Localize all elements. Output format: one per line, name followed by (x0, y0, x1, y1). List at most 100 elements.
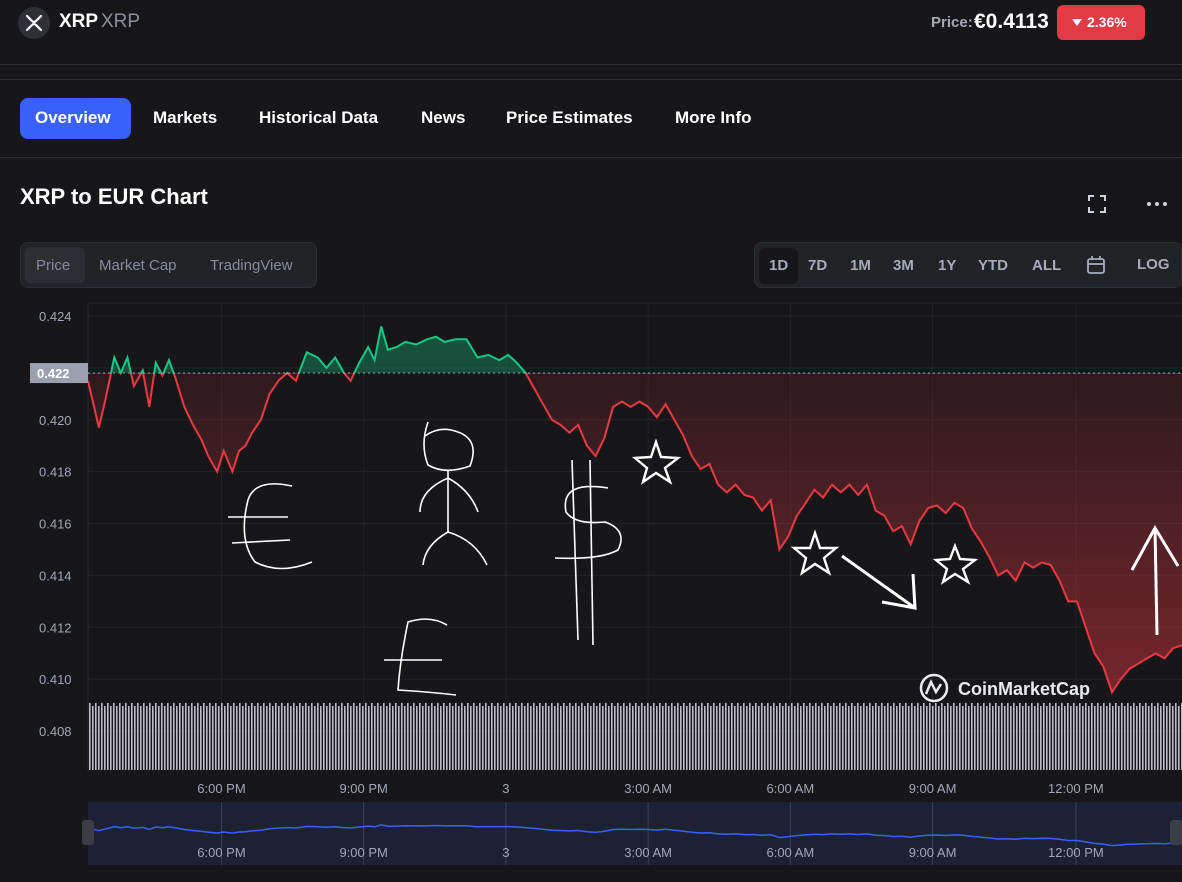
volume-bar (305, 703, 307, 770)
range-log[interactable]: LOG (1137, 256, 1170, 273)
tab-markets[interactable]: Markets (153, 108, 218, 127)
volume-bar (764, 706, 766, 770)
volume-bar (491, 703, 493, 770)
volume-bar (122, 706, 124, 770)
volume-bar (719, 703, 721, 770)
volume-bar (1031, 703, 1033, 770)
divider (0, 64, 1182, 65)
range-1d[interactable]: 1D (769, 257, 789, 274)
volume-bar (434, 706, 436, 770)
navigator-tick-label: 12:00 PM (1048, 845, 1104, 860)
volume-bar (584, 706, 586, 770)
volume-bar (539, 703, 541, 770)
volume-bar (998, 706, 1000, 770)
volume-bar (326, 706, 328, 770)
chart-title: XRP to EUR Chart (20, 184, 208, 209)
volume-bar (98, 706, 100, 770)
volume-bar (974, 706, 976, 770)
tab-price-estimates[interactable]: Price Estimates (506, 108, 633, 127)
volume-bar (758, 706, 760, 770)
price-area-below (88, 374, 1182, 693)
navigator-tick-label: 9:00 AM (909, 845, 957, 860)
volume-bar (581, 703, 583, 770)
volume-bar (1169, 703, 1171, 770)
range-1m[interactable]: 1M (850, 257, 871, 274)
volume-bar (530, 706, 532, 770)
chart-type-price[interactable]: Price (36, 257, 71, 274)
volume-bar (362, 706, 364, 770)
volume-bar (371, 703, 373, 770)
volume-bar (494, 706, 496, 770)
range-3m[interactable]: 3M (893, 257, 914, 274)
volume-bar (803, 703, 805, 770)
volume-bar (1121, 703, 1123, 770)
more-options-icon[interactable] (1146, 200, 1168, 208)
volume-bar (602, 706, 604, 770)
divider (0, 157, 1182, 158)
volume-bar (350, 706, 352, 770)
volume-bar (845, 703, 847, 770)
range-7d[interactable]: 7D (808, 257, 828, 274)
volume-bar (731, 703, 733, 770)
arrow-up-doodle (1130, 524, 1180, 636)
coin-name: XRP (59, 11, 99, 32)
volume-bar (986, 706, 988, 770)
volume-bar (413, 703, 415, 770)
volume-bar (467, 703, 469, 770)
volume-bar (941, 703, 943, 770)
volume-bar (908, 706, 910, 770)
volume-bar (476, 706, 478, 770)
volume-bar (503, 703, 505, 770)
volume-bar (1136, 706, 1138, 770)
range-1y[interactable]: 1Y (938, 257, 957, 274)
star-doodle (790, 529, 840, 576)
reference-price-label: 0.422 (37, 366, 70, 381)
volume-bar (272, 706, 274, 770)
volume-bar (821, 703, 823, 770)
tab-historical-data[interactable]: Historical Data (259, 108, 379, 127)
volume-bar (137, 703, 139, 770)
navigator-panel[interactable] (88, 802, 1182, 865)
chart-type-tradingview[interactable]: TradingView (210, 257, 293, 274)
volume-bar (1139, 703, 1141, 770)
volume-bar (623, 703, 625, 770)
y-tick-label: 0.412 (39, 620, 72, 635)
volume-bar (1178, 706, 1180, 770)
volume-bar (173, 703, 175, 770)
fullscreen-icon[interactable] (1087, 194, 1107, 214)
tab-overview[interactable]: Overview (35, 108, 111, 127)
euro-sign-doodle-bars (228, 516, 291, 544)
volume-bar (131, 703, 133, 770)
volume-bar (1133, 703, 1135, 770)
volume-bar (1082, 706, 1084, 770)
calendar-icon[interactable] (1086, 255, 1106, 275)
xrp-logo-icon (18, 7, 50, 39)
range-all[interactable]: ALL (1032, 257, 1062, 274)
chart-type-market-cap[interactable]: Market Cap (99, 257, 177, 274)
volume-bar (449, 703, 451, 770)
volume-bar (776, 706, 778, 770)
volume-bar (800, 706, 802, 770)
tab-news[interactable]: News (421, 108, 466, 127)
volume-bar (977, 703, 979, 770)
volume-bar (1040, 706, 1042, 770)
volume-bar (314, 706, 316, 770)
navigator-handle-left[interactable] (82, 820, 94, 845)
volume-bar (464, 706, 466, 770)
tab-more-info[interactable]: More Info (675, 108, 752, 127)
range-ytd[interactable]: YTD (978, 257, 1008, 274)
volume-bar (473, 703, 475, 770)
volume-bar (293, 703, 295, 770)
volume-bar (1064, 706, 1066, 770)
star-doodle (932, 542, 979, 585)
volume-bar (716, 706, 718, 770)
volume-bar (983, 703, 985, 770)
volume-bar (593, 703, 595, 770)
volume-bar (1100, 706, 1102, 770)
volume-bar (248, 706, 250, 770)
volume-bar (605, 703, 607, 770)
volume-bar (1151, 703, 1153, 770)
volume-bar (104, 706, 106, 770)
volume-bar (1112, 706, 1114, 770)
navigator-handle-right[interactable] (1170, 820, 1182, 845)
